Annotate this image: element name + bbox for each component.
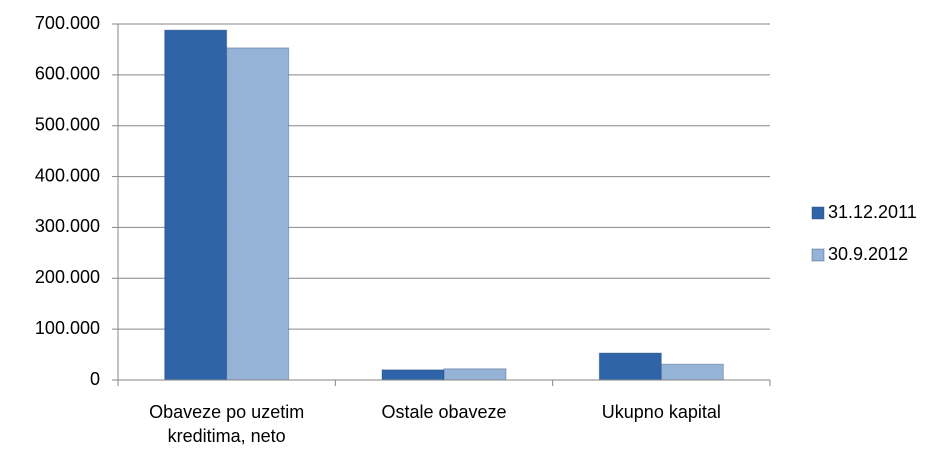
bar <box>164 29 228 381</box>
x-tick-label: Ostale obaveze <box>381 402 507 422</box>
bar <box>381 369 445 381</box>
bar <box>598 352 662 381</box>
y-tick-label: 400.000 <box>35 165 100 185</box>
y-tick-label: 200.000 <box>35 267 100 287</box>
x-tick-label: Ukupno kapital <box>601 402 721 422</box>
y-tick-label: 600.000 <box>35 64 100 84</box>
bar <box>443 368 507 381</box>
bar <box>660 363 724 381</box>
legend-marker <box>811 206 825 220</box>
y-tick-label: 700.000 <box>35 13 100 33</box>
y-tick-label: 100.000 <box>35 318 100 338</box>
legend-label: 31.12.2011 <box>828 202 917 222</box>
legend-marker <box>811 248 825 262</box>
y-tick-label: 300.000 <box>35 216 100 236</box>
x-tick-label: Obaveze po uzetim kreditima, neto <box>149 402 305 446</box>
y-tick-label: 0 <box>90 369 100 389</box>
legend-label: 30.9.2012 <box>828 244 908 264</box>
y-tick-label: 500.000 <box>35 114 100 134</box>
bar <box>226 47 290 381</box>
